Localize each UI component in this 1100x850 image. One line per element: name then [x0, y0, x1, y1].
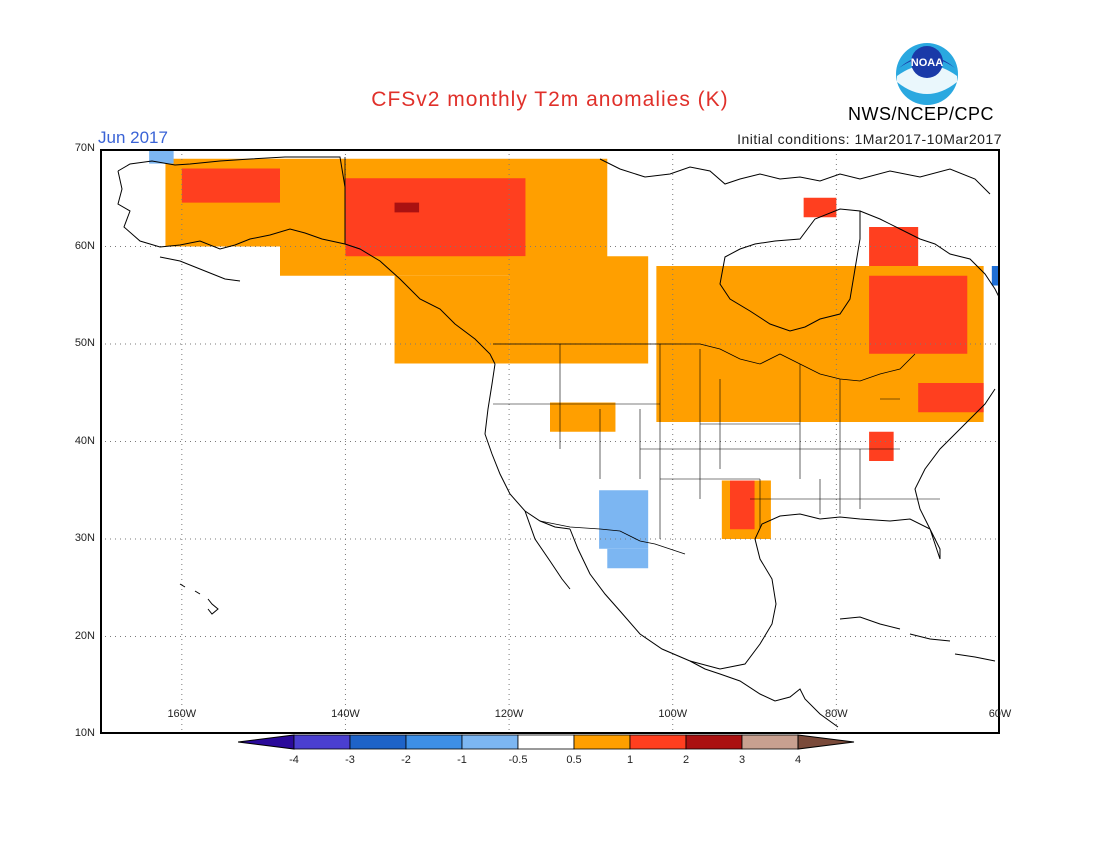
- anomaly-region-18: [607, 548, 649, 569]
- legend-swatch: [685, 734, 743, 750]
- anomaly-region-11: [803, 197, 837, 218]
- borders-us-states: [493, 344, 940, 539]
- legend-label: -0.5: [509, 754, 528, 766]
- legend-swatch: [517, 734, 575, 750]
- lat-label: 40N: [74, 434, 95, 447]
- border-us-mexico: [539, 520, 686, 555]
- coastline-hawaii: [179, 583, 219, 615]
- legend-swatch: [405, 734, 463, 750]
- coastline-alaska-west: [117, 170, 346, 250]
- coastline-gulf-us: [819, 516, 941, 560]
- legend-arrow-low: [238, 734, 295, 750]
- anomaly-region-19: [149, 149, 174, 164]
- legend-label: -2: [401, 754, 411, 766]
- lon-label: 140W: [331, 708, 360, 720]
- legend-label: 0.5: [566, 754, 581, 766]
- legend-label: 4: [795, 754, 801, 766]
- initial-conditions: Initial conditions: 1Mar2017-10Mar2017: [737, 131, 1002, 147]
- anomaly-region-17: [599, 490, 649, 549]
- coastline-mexico-gulf: [689, 513, 821, 670]
- noaa-logo: NOAA: [895, 42, 959, 111]
- anomaly-region-12: [918, 383, 984, 413]
- anomaly-region-15: [730, 480, 755, 530]
- noaa-logo-text: NOAA: [911, 57, 943, 69]
- anomaly-regions: [149, 149, 1000, 569]
- lat-label: 30N: [74, 532, 95, 544]
- legend-arrow-high: [797, 734, 855, 750]
- coastline-arctic-islands: [599, 158, 991, 195]
- coastline-labrador: [859, 210, 1000, 300]
- agency-label: NWS/NCEP/CPC: [848, 104, 995, 124]
- coastline-aleutians: [159, 256, 241, 282]
- coastline-baja: [524, 510, 691, 662]
- lon-label: 60W: [988, 708, 1012, 720]
- anomaly-region-7: [509, 256, 649, 364]
- lon-label: 80W: [825, 708, 848, 720]
- coastline-hudson-bay: [719, 208, 861, 332]
- legend-swatch: [461, 734, 519, 750]
- legend-label: 3: [739, 754, 745, 766]
- border-alaska-canada: [344, 157, 361, 250]
- legend-swatch: [573, 734, 631, 750]
- legend-label: 2: [683, 754, 689, 766]
- legend-label: 1: [627, 754, 633, 766]
- color-legend: -4 -3 -2 -1 -0.5 0.5 1 2 3 4: [238, 734, 855, 766]
- legend-swatch: [349, 734, 407, 750]
- lon-label: 160W: [167, 708, 197, 720]
- lat-label: 60N: [74, 239, 95, 252]
- map-frame: [100, 149, 1000, 734]
- legend-swatch: [293, 734, 351, 750]
- coastline-east-us: [914, 388, 996, 530]
- coastline-west-us: [484, 363, 571, 530]
- anomaly-region-2: [181, 168, 280, 203]
- anomaly-region-4: [345, 178, 526, 257]
- legend-swatch: [741, 734, 799, 750]
- lat-label: 50N: [74, 337, 95, 349]
- anomaly-region-5: [394, 202, 420, 213]
- coastline-caribbean: [839, 616, 996, 662]
- anomaly-map: [100, 149, 1000, 734]
- forecast-period: Jun 2017: [98, 128, 168, 147]
- map-title: CFSv2 monthly T2m anomalies (K): [371, 88, 729, 111]
- anomaly-region-16: [550, 402, 616, 432]
- legend-label: -3: [345, 754, 355, 766]
- anomaly-region-13: [869, 431, 894, 461]
- anomaly-region-20: [991, 266, 1000, 286]
- anomaly-region-9: [869, 275, 968, 354]
- lat-label: 10N: [74, 727, 95, 739]
- legend-label: -1: [457, 754, 467, 766]
- lon-label: 100W: [658, 708, 688, 720]
- lat-label: 70N: [74, 142, 95, 154]
- anomaly-region-6: [394, 275, 510, 364]
- lat-label: 20N: [74, 629, 95, 642]
- lon-label: 120W: [494, 708, 524, 720]
- coastlines: [117, 156, 1000, 728]
- legend-swatch: [629, 734, 687, 750]
- legend-label: -4: [289, 754, 299, 766]
- political-borders: [344, 157, 940, 555]
- coastline-central-america: [689, 660, 839, 728]
